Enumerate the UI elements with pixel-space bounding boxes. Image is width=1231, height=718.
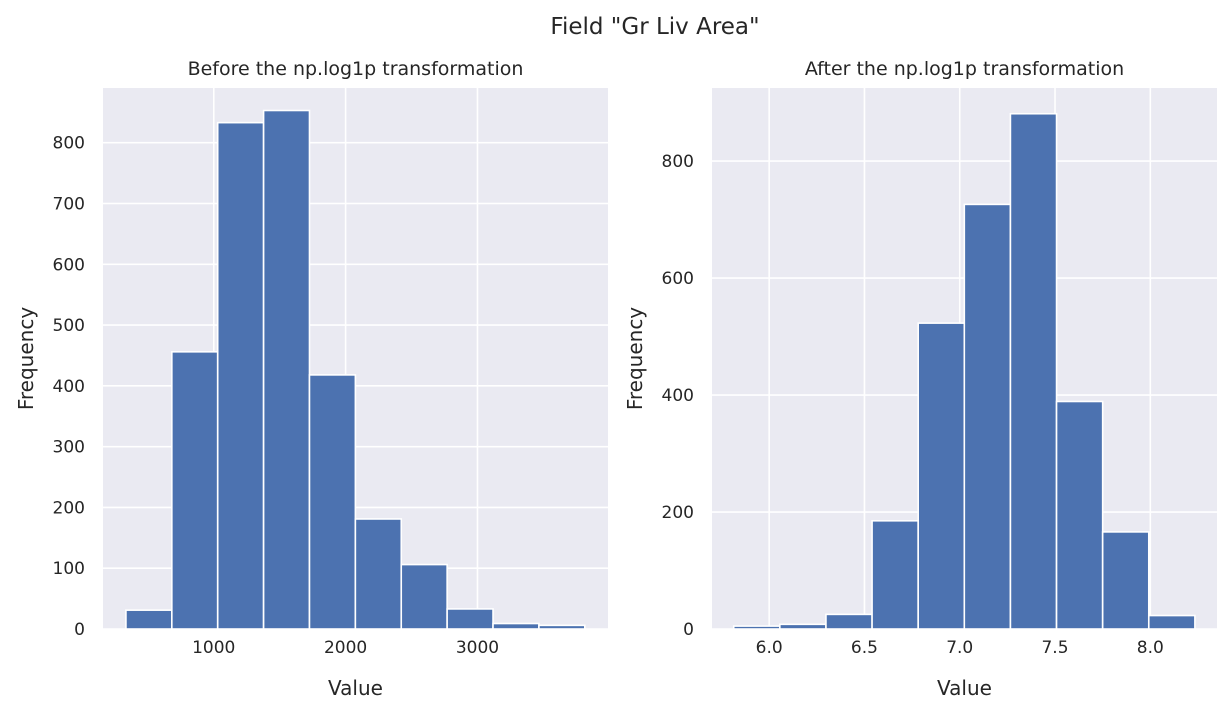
before-x-tick-label: 3000 <box>456 638 499 658</box>
after-histogram-bar <box>1009 112 1058 630</box>
before-histogram-bar <box>354 518 403 630</box>
after-histogram-bar <box>779 623 827 630</box>
before-histogram-bar <box>125 609 173 630</box>
after-x-axis-label: Value <box>937 676 992 700</box>
before-histogram-bar <box>171 351 219 630</box>
after-y-tick-label: 800 <box>662 152 694 172</box>
before-histogram-bar <box>216 121 265 630</box>
before-y-tick-label: 500 <box>53 316 85 336</box>
before-histogram-bar <box>446 608 494 630</box>
after-histogram-bar <box>871 519 919 630</box>
after-subplot-title: After the np.log1p transformation <box>805 58 1124 80</box>
before-y-tick-label: 100 <box>53 559 85 579</box>
before-y-tick-label: 600 <box>53 255 85 275</box>
before-histogram-bar <box>262 109 311 630</box>
after-x-tick-label: 6.5 <box>851 638 878 658</box>
after-histogram-bar <box>1147 614 1196 630</box>
before-y-tick-label: 0 <box>74 620 85 640</box>
before-histogram-bar <box>400 563 448 630</box>
before-y-tick-label: 700 <box>53 194 85 214</box>
before-y-tick-label: 200 <box>53 498 85 518</box>
after-histogram-bar <box>732 625 781 630</box>
before-histogram-bar <box>538 624 586 630</box>
after-y-tick-label: 600 <box>662 269 694 289</box>
before-histogram: 0 100 200 300 400 500 600 700 800 1000 2000 3000 Bef… <box>14 58 608 700</box>
after-x-tick-label: 6.0 <box>756 638 783 658</box>
after-y-axis-label: Frequency <box>623 307 647 410</box>
after-y-tick-label: 200 <box>662 503 694 523</box>
figure-suptitle: Field "Gr Liv Area" <box>550 14 759 40</box>
before-x-tick-label: 2000 <box>324 638 367 658</box>
after-histogram-bar <box>825 613 873 630</box>
after-histogram-bar <box>963 203 1012 630</box>
after-x-tick-label: 8.0 <box>1137 638 1164 658</box>
before-x-tick-label: 1000 <box>192 638 235 658</box>
after-histogram: 0 200 400 600 800 6.0 6.5 7.0 7.5 8.0 After the np… <box>623 58 1217 700</box>
before-histogram-bar <box>492 622 540 630</box>
before-histogram-bar <box>308 374 357 630</box>
before-x-axis-label: Value <box>328 676 383 700</box>
after-y-tick-label: 0 <box>683 620 694 640</box>
before-y-tick-label: 300 <box>53 438 85 458</box>
before-y-tick-label: 400 <box>53 377 85 397</box>
after-y-tick-label: 400 <box>662 386 694 406</box>
before-subplot-title: Before the np.log1p transformation <box>188 58 524 80</box>
before-y-axis-label: Frequency <box>14 307 38 410</box>
before-y-tick-label: 800 <box>53 134 85 154</box>
after-histogram-bar <box>1055 400 1104 630</box>
after-histogram-bar <box>917 322 966 630</box>
after-histogram-bar <box>1101 531 1150 630</box>
after-x-tick-label: 7.5 <box>1041 638 1068 658</box>
after-x-tick-label: 7.0 <box>946 638 973 658</box>
